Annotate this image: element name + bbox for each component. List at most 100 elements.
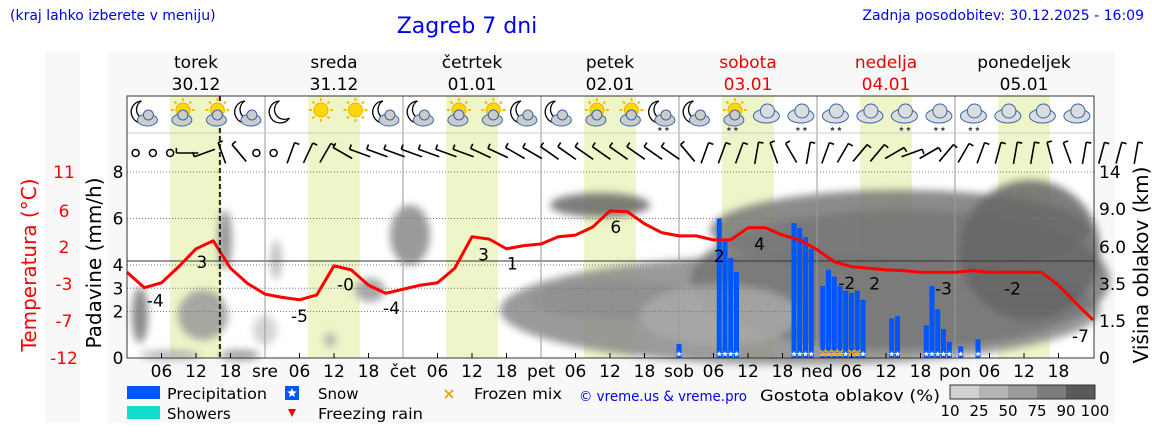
day-date: 31.12 [310, 75, 359, 95]
sun-ray [622, 100, 626, 105]
wind-barb-icon [836, 143, 850, 163]
cloud-blob [270, 240, 282, 280]
wind-barb-icon [1029, 142, 1036, 164]
wind-barb-feather [785, 140, 791, 145]
wind-calm-icon [148, 148, 158, 158]
precipitation-bar [895, 316, 900, 358]
snow-flake-icon [940, 126, 946, 131]
snow-marker-icon [940, 351, 947, 357]
cloud-shape [966, 103, 982, 119]
legend-frozen-mix: Frozen mix [474, 385, 562, 403]
wind-barb-icon [753, 142, 760, 164]
precipitation-bar [849, 292, 854, 358]
day-name: ponedeljek [977, 53, 1071, 73]
wind-barb-feather [417, 144, 422, 150]
wind-barb-feather [469, 143, 474, 149]
cloud-shape [142, 109, 154, 121]
wind-barb-feather [557, 142, 562, 148]
cloud-shape [863, 103, 879, 119]
wind-barb-feather [1034, 141, 1040, 144]
sun-ray [361, 115, 365, 120]
wind-barb-feather [366, 144, 370, 150]
precipitation-axis-label: Padavine (mm/h) [82, 177, 106, 348]
wind-barb-icon [852, 144, 868, 162]
wind-barb-icon [626, 146, 646, 160]
sun-cloud-icon [170, 98, 195, 127]
cloud-blob [550, 193, 650, 217]
wind-barb-feather [921, 148, 925, 155]
cloud-shape [729, 109, 741, 121]
cloud-shape [625, 109, 637, 121]
density-scale-label: 100 [1081, 402, 1110, 420]
cloud-shape [246, 109, 258, 121]
wind-barb-feather [866, 143, 872, 149]
cloud-height-tick: 1.5 [1099, 312, 1126, 332]
cloud-height-tick: 3.5 [1099, 275, 1126, 295]
wind-barb-feather [348, 144, 353, 150]
snow-marker-icon [934, 351, 941, 357]
precipitation-tick: 0 [113, 349, 124, 369]
wind-barb-feather [810, 141, 816, 144]
wind-calm-icon [269, 148, 278, 158]
precipitation-bar [797, 227, 803, 358]
wind-barb-feather [829, 141, 835, 146]
wind-barb-icon [643, 146, 663, 160]
cloud-icon [1063, 103, 1091, 124]
hour-tick: 18 [772, 362, 794, 382]
snow-marker-icon [946, 351, 953, 357]
cloud-shape [1070, 103, 1086, 119]
wind-barb-icon [717, 142, 727, 164]
legend-showers: Showers [167, 405, 231, 423]
credit-link[interactable]: © vreme.us & vreme.pro [579, 389, 747, 405]
wind-barb-feather [708, 141, 714, 146]
wind-barb-icon [1115, 142, 1123, 164]
wind-barb-feather [383, 144, 387, 150]
wind-barb-icon [349, 148, 371, 158]
temperature-tick: -3 [56, 275, 73, 295]
hour-tick: 18 [1048, 362, 1070, 382]
wind-barb-icon [1012, 142, 1019, 164]
wind-barb-icon [319, 143, 332, 163]
cloud-icon [1028, 103, 1056, 124]
wind-barb-icon [418, 148, 440, 158]
snow-marker-icon [722, 351, 728, 357]
cloud-shape [487, 109, 499, 121]
snow-marker-icon [894, 351, 901, 357]
cloud-icon [856, 103, 884, 124]
wind-barb-feather [191, 151, 196, 158]
day-abbr-tick: čet [390, 362, 417, 382]
hour-tick: 12 [599, 362, 621, 382]
precipitation-bar [935, 309, 941, 358]
wind-barb-icon [194, 148, 216, 158]
location-hint: (kraj lahko izberete v meniju) [10, 8, 216, 24]
cloud-shape [897, 103, 913, 119]
hour-tick: 06 [151, 362, 173, 382]
sun-ray [346, 100, 350, 105]
cloud-shape [177, 109, 189, 121]
wind-barb-icon [1062, 142, 1072, 164]
wind-barb-feather [1017, 141, 1023, 144]
day-abbr-tick: pon [939, 362, 971, 382]
moon-cloud-icon [372, 100, 400, 127]
sun-ray [587, 100, 592, 105]
temperature-label: -2 [838, 274, 855, 294]
wind-barb-feather [903, 147, 908, 153]
wind-barb-feather [400, 144, 404, 150]
day-name: nedelja [855, 53, 917, 73]
hour-tick: 06 [565, 362, 587, 382]
day-date: 30.12 [172, 75, 221, 95]
snow-marker-icon [808, 351, 815, 357]
snow-star-icon [287, 388, 297, 397]
wind-barb-feather [452, 144, 456, 150]
wind-barb-icon [1081, 142, 1088, 164]
day-abbr-tick: sre [252, 362, 278, 382]
day-name: petek [586, 53, 634, 73]
density-scale-label: 25 [969, 402, 988, 420]
cloud-snow-icon [890, 103, 918, 131]
wind-barb-icon [470, 147, 491, 159]
daylight-band [308, 96, 360, 358]
hour-tick: 18 [220, 362, 242, 382]
precipitation-bar [929, 285, 935, 358]
temperature-label: 4 [754, 235, 765, 255]
showers-swatch [127, 406, 160, 419]
